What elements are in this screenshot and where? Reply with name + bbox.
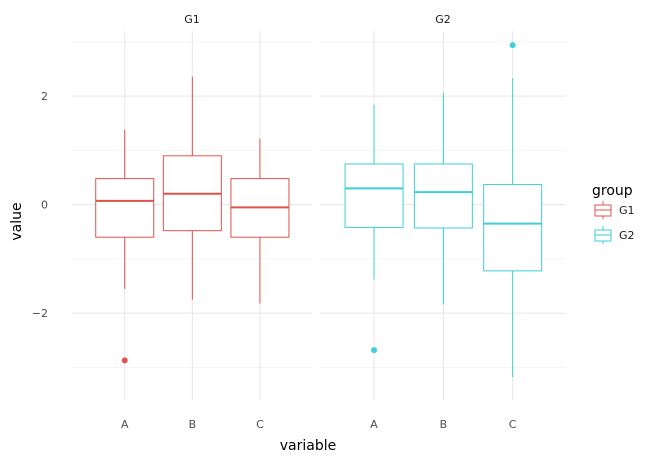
x-tick-label: B — [189, 418, 197, 431]
x-tick-label: C — [509, 418, 517, 431]
legend-title: group — [592, 183, 633, 199]
outlier-point — [371, 347, 378, 354]
x-axis-title: variable — [280, 438, 336, 454]
y-tick-label: −2 — [32, 307, 48, 320]
y-tick-label: 0 — [41, 199, 48, 212]
x-tick-label: A — [121, 418, 129, 431]
legend-label: G2 — [619, 229, 635, 242]
box-G2-C — [483, 184, 543, 272]
y-tick-label: 2 — [41, 90, 48, 103]
y-axis-title: value — [9, 202, 25, 240]
x-tick-label: B — [440, 418, 448, 431]
outlier-point — [121, 357, 128, 364]
outlier-point — [509, 42, 516, 49]
box-G2-B — [413, 163, 473, 229]
box-G1-A — [95, 178, 155, 238]
x-tick-label: C — [256, 418, 264, 431]
facet-title: G2 — [435, 13, 451, 26]
legend-label: G1 — [619, 204, 635, 217]
x-tick-label: A — [370, 418, 378, 431]
facet-title: G1 — [184, 13, 200, 26]
box-G2-A — [344, 163, 404, 228]
